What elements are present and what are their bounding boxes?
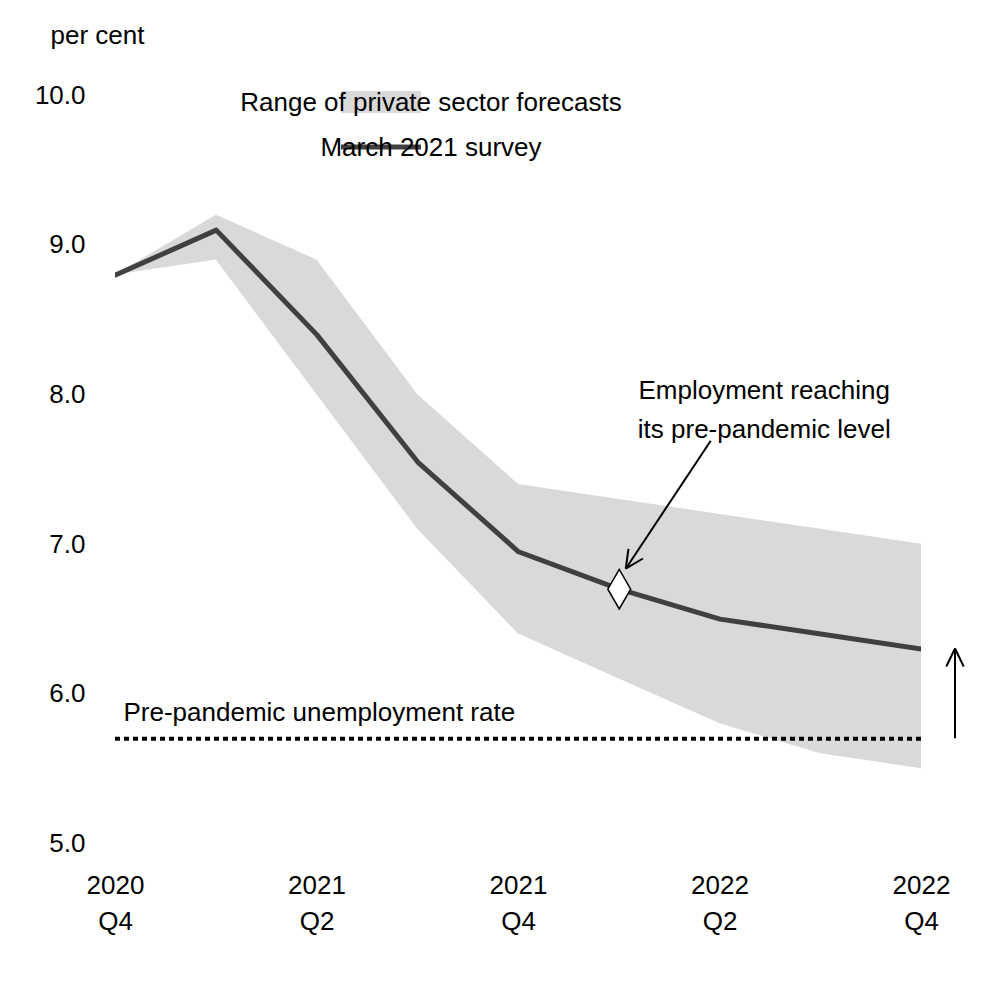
svg-text:7.0: 7.0: [49, 529, 85, 559]
svg-text:Employment reachingits pre-pan: Employment reachingits pre-pandemic leve…: [638, 375, 891, 444]
svg-text:2021Q4: 2021Q4: [490, 870, 548, 935]
svg-text:2020Q4: 2020Q4: [87, 870, 145, 935]
svg-text:per cent: per cent: [51, 20, 146, 50]
svg-text:9.0: 9.0: [49, 229, 85, 259]
svg-text:2022Q4: 2022Q4: [893, 870, 951, 935]
svg-text:6.0: 6.0: [49, 678, 85, 708]
svg-text:2021Q2: 2021Q2: [288, 870, 346, 935]
svg-text:March 2021 survey: March 2021 survey: [320, 132, 541, 162]
svg-text:8.0: 8.0: [49, 379, 85, 409]
svg-text:10.0: 10.0: [35, 80, 86, 110]
svg-text:Pre-pandemic unemployment rate: Pre-pandemic unemployment rate: [124, 697, 516, 727]
svg-text:5.0: 5.0: [49, 828, 85, 858]
svg-text:Range of private sector foreca: Range of private sector forecasts: [240, 87, 622, 117]
svg-text:2022Q2: 2022Q2: [691, 870, 749, 935]
